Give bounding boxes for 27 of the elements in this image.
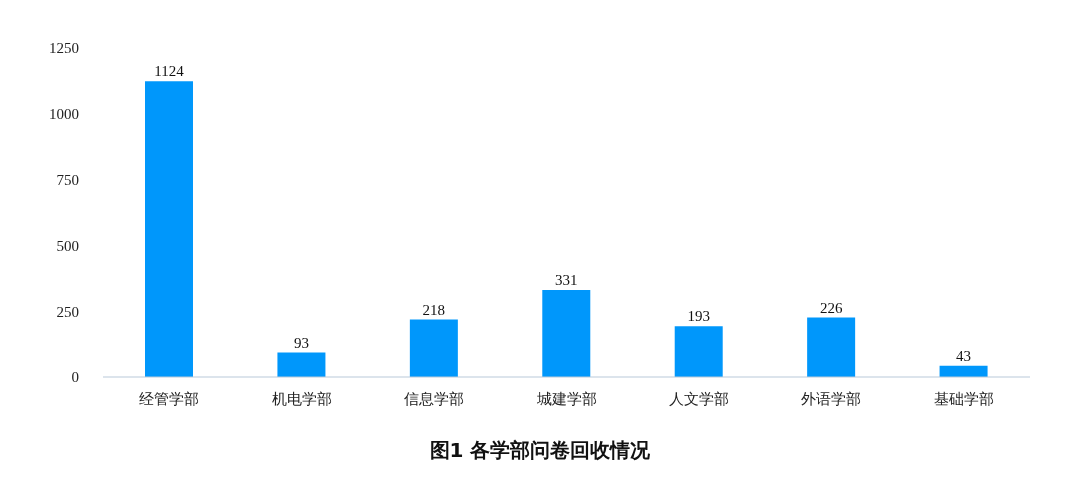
bar [409,319,458,377]
y-tick-label: 500 [56,237,79,254]
data-label: 218 [422,301,446,318]
y-tick-label: 1250 [49,40,79,57]
data-label: 226 [819,299,843,316]
x-tick-label: 机电学部 [271,390,332,407]
x-tick-label: 经管学部 [139,390,200,407]
y-tick-label: 750 [56,171,79,188]
text: 图1 各学部问卷回收情况 [428,437,652,464]
data-label: 331 [555,271,578,288]
y-tick-label: 0 [71,369,79,386]
data-label: 93 [293,334,309,351]
data-label: 1124 [154,63,185,80]
x-tick-label: 外语学部 [801,390,862,407]
y-tick-label: 250 [56,303,79,320]
data-label: 193 [687,308,710,325]
data-label: 43 [956,347,972,364]
bar [674,326,723,377]
x-tick-label: 信息学部 [404,390,465,407]
x-tick-label: 人文学部 [668,390,729,407]
x-tick-label: 城建学部 [535,390,597,407]
y-tick-label: 1000 [49,106,79,123]
bar [277,352,326,377]
bar [542,289,591,377]
bar [145,81,193,377]
x-tick-label: 基础学部 [933,390,994,407]
bar [807,317,856,377]
